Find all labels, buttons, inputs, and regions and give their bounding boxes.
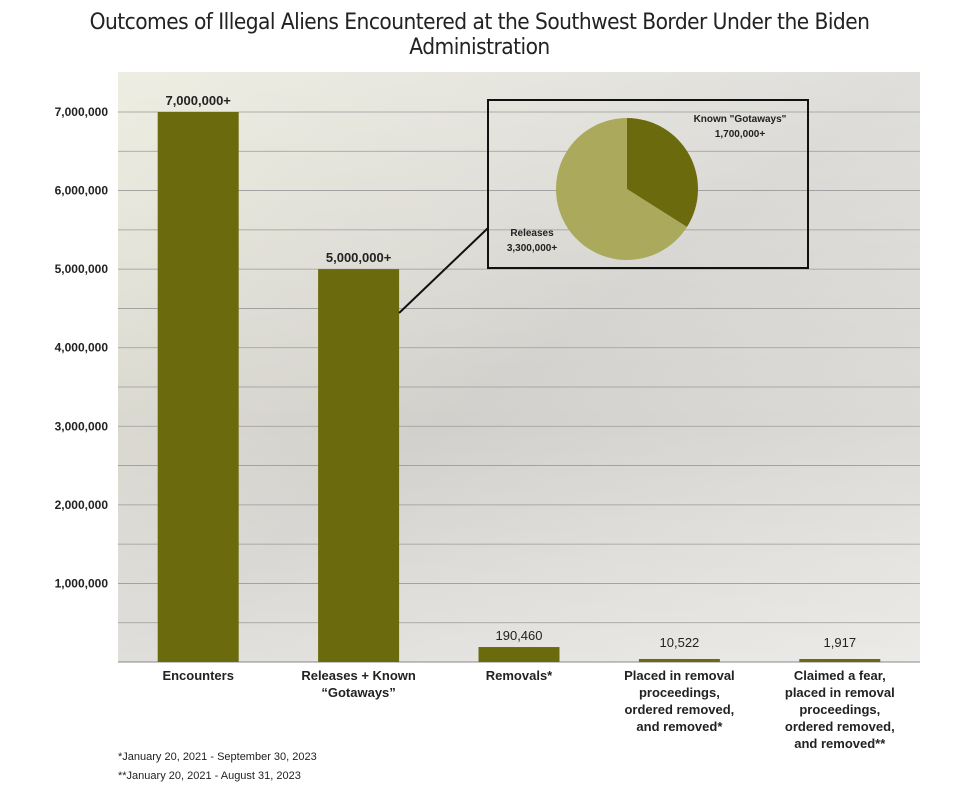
data-label: 10,522	[660, 635, 700, 650]
pie-label-name: Known "Gotaways"	[694, 114, 787, 125]
y-tick-label: 5,000,000	[55, 262, 109, 276]
y-tick-label: 6,000,000	[55, 184, 109, 198]
x-tick-label: “Gotaways”	[321, 685, 395, 700]
data-label: 5,000,000+	[326, 250, 392, 265]
x-tick-label: and removed*	[636, 719, 723, 734]
y-tick-label: 4,000,000	[55, 341, 109, 355]
x-tick-label: Releases + Known	[301, 668, 416, 683]
x-tick-label: proceedings,	[639, 685, 720, 700]
pie-label-value: 1,700,000+	[715, 129, 765, 140]
bar	[638, 659, 720, 662]
x-tick-label: ordered removed,	[624, 702, 734, 717]
x-tick-label: Encounters	[162, 668, 234, 683]
chart-title: Outcomes of Illegal Aliens Encountered a…	[89, 10, 870, 60]
y-tick-label: 3,000,000	[55, 419, 109, 433]
bar	[318, 269, 400, 662]
x-tick-label: Removals*	[486, 668, 553, 683]
data-label: 7,000,000+	[165, 93, 231, 108]
connector-line	[398, 227, 489, 314]
x-tick-label: Placed in removal	[624, 668, 735, 683]
x-tick-label: proceedings,	[799, 702, 880, 717]
background-fade	[118, 72, 920, 662]
x-tick-label: and removed**	[794, 736, 886, 751]
x-tick-label: placed in removal	[785, 685, 895, 700]
pie-label-name: Releases	[510, 228, 554, 239]
x-tick-label: ordered removed,	[785, 719, 895, 734]
x-tick-label: Claimed a fear,	[794, 668, 886, 683]
pie-slice	[555, 118, 687, 260]
inset-box	[487, 99, 809, 269]
y-tick-label: 1,000,000	[55, 576, 109, 590]
bar	[157, 112, 239, 662]
data-label: 190,460	[496, 628, 543, 643]
footnote-2: **January 20, 2021 - August 31, 2023	[118, 770, 301, 782]
bar	[478, 647, 560, 662]
bar	[799, 659, 881, 662]
pie-label-value: 3,300,000+	[507, 243, 557, 254]
data-label: 1,917	[824, 635, 857, 650]
y-tick-label: 2,000,000	[55, 498, 109, 512]
pie-slice	[627, 118, 698, 228]
y-tick-label: 7,000,000	[55, 105, 109, 119]
footnote-1: *January 20, 2021 - September 30, 2023	[118, 751, 317, 763]
